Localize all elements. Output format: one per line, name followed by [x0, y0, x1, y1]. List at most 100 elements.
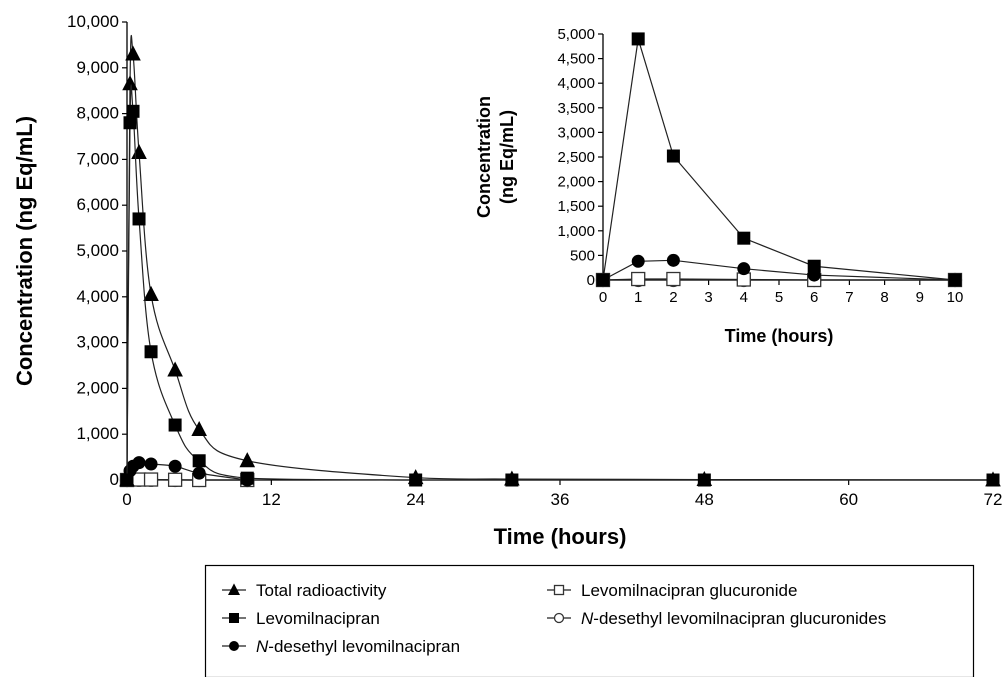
x-tick-label: 10 [947, 289, 964, 306]
data-point [125, 45, 141, 61]
y-tick-label: 4,000 [76, 287, 119, 306]
legend-entry: Levomilnacipran [222, 609, 380, 628]
y-tick-label: 0 [110, 470, 119, 489]
x-tick-label: 9 [916, 289, 924, 306]
legend-label: Levomilnacipran glucuronide [581, 581, 797, 600]
data-point [168, 459, 182, 473]
series-line [602, 259, 956, 281]
data-point [143, 472, 159, 487]
y-tick-label: 2,500 [557, 149, 595, 166]
y-tick-label: 6,000 [76, 195, 119, 214]
legend-marker [229, 641, 239, 651]
x-tick-label: 7 [845, 289, 853, 306]
y-axis-title: (ng Eq/mL) [497, 110, 517, 204]
x-tick-label: 60 [839, 490, 858, 509]
data-point [697, 473, 711, 487]
inset-chart: 0 500 1,000 1,500 2,000 2,500 3,000 3,500 4,000 4… [474, 26, 963, 346]
data-point [505, 473, 519, 487]
data-point [168, 418, 182, 432]
legend: Total radioactivity Levomilnacipran N-dese… [204, 564, 975, 677]
data-point [807, 259, 821, 273]
legend-entry: Levomilnacipran glucuronide [547, 581, 797, 600]
data-point [666, 253, 680, 267]
data-point [131, 143, 147, 159]
x-tick-label: 0 [122, 490, 131, 509]
y-tick-label: 10,000 [67, 12, 119, 31]
data-point [596, 273, 610, 287]
data-point [192, 466, 206, 480]
legend-marker [553, 612, 565, 624]
x-tick-label: 24 [406, 490, 425, 509]
legend-entry: Total radioactivity [222, 581, 387, 600]
x-tick-label: 6 [810, 289, 818, 306]
y-tick-label: 0 [587, 272, 595, 289]
data-point [132, 212, 146, 226]
series [119, 472, 255, 488]
data-point [144, 457, 158, 471]
data-point [192, 454, 206, 468]
main-chart: 0 1,000 2,000 3,000 4,000 5,000 6,000 7,000 8,00… [12, 12, 1002, 549]
data-point [666, 271, 681, 287]
legend-marker [229, 613, 239, 623]
y-tick-label: 3,500 [557, 100, 595, 117]
x-tick-label: 2 [669, 289, 677, 306]
data-point [631, 271, 646, 287]
data-point [122, 75, 138, 91]
data-point [239, 452, 256, 468]
y-tick-label: 500 [570, 247, 595, 264]
legend-label: N-desethyl levomilnacipran glucuronides [581, 609, 886, 628]
y-tick-label: 7,000 [76, 149, 119, 168]
x-tick-label: 3 [704, 289, 712, 306]
y-tick-label: 8,000 [76, 104, 119, 123]
x-axis-title: Time (hours) [494, 524, 627, 549]
series [596, 32, 962, 287]
y-tick-label: 4,500 [557, 51, 595, 68]
x-tick-label: 12 [262, 490, 281, 509]
x-tick-label: 4 [740, 289, 748, 306]
x-tick-label: 48 [695, 490, 714, 509]
data-point [167, 472, 183, 487]
y-tick-label: 9,000 [76, 58, 119, 77]
legend-label: Levomilnacipran [256, 609, 380, 628]
x-tick-label: 5 [775, 289, 783, 306]
data-point [132, 456, 146, 470]
x-tick-label: 36 [551, 490, 570, 509]
x-axis-title: Time (hours) [725, 326, 834, 346]
y-tick-label: 2,000 [76, 378, 119, 397]
data-point [120, 473, 134, 487]
data-point [167, 361, 183, 377]
legend-marker [228, 583, 240, 595]
x-tick-label: 72 [984, 490, 1003, 509]
y-tick-label: 3,000 [76, 333, 119, 352]
data-point [191, 421, 207, 437]
legend-entry: N-desethyl levomilnacipran [222, 637, 460, 656]
data-point [143, 285, 159, 301]
y-tick-label: 1,500 [557, 198, 595, 215]
data-point [737, 262, 751, 276]
y-tick-label: 4,000 [557, 75, 595, 92]
data-point [631, 32, 645, 46]
x-tick-label: 8 [880, 289, 888, 306]
series-line [126, 84, 993, 481]
data-point [948, 273, 962, 287]
data-point [737, 231, 751, 245]
y-tick-label: 2,000 [557, 174, 595, 191]
data-point [631, 254, 645, 268]
x-tick-label: 1 [634, 289, 642, 306]
data-point [986, 473, 1000, 487]
y-tick-label: 5,000 [76, 241, 119, 260]
legend-entry: N-desethyl levomilnacipran glucuronides [547, 609, 886, 628]
data-point [240, 471, 254, 485]
y-axis-title: Concentration (ng Eq/mL) [12, 116, 37, 386]
series-line [602, 38, 956, 281]
legend-box [204, 564, 975, 677]
y-tick-label: 3,000 [557, 124, 595, 141]
y-tick-label: 1,000 [76, 424, 119, 443]
data-point [123, 116, 137, 130]
data-point [409, 473, 423, 487]
series [596, 253, 962, 287]
series [119, 34, 1001, 487]
x-tick-label: 0 [599, 289, 607, 306]
y-tick-label: 5,000 [557, 26, 595, 43]
